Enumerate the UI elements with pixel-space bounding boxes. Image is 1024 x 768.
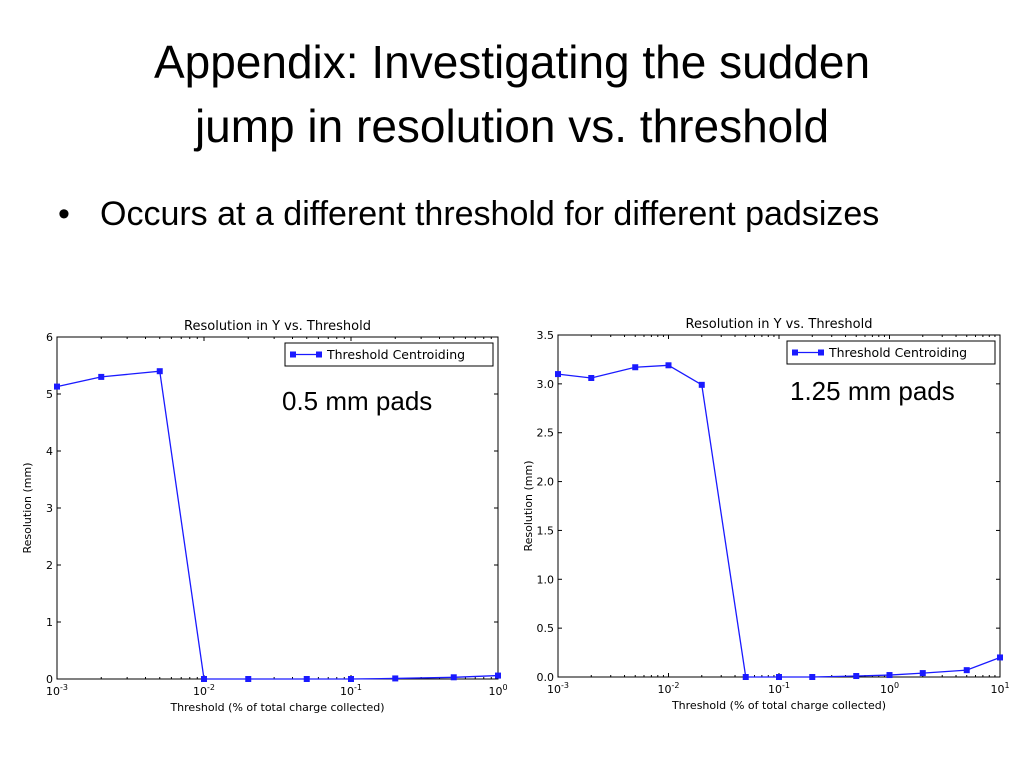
data-point <box>392 675 399 682</box>
y-tick-label: 1.0 <box>537 573 555 586</box>
x-axis-label: Threshold (% of total charge collected) <box>169 701 384 714</box>
data-point <box>588 374 595 381</box>
data-point <box>742 674 749 680</box>
data-point <box>698 381 705 388</box>
data-point <box>54 383 60 390</box>
data-point <box>665 362 672 369</box>
y-tick-label: 2.0 <box>537 476 555 489</box>
data-point <box>450 674 457 681</box>
legend-label: Threshold Centroiding <box>326 347 465 362</box>
y-tick-label: 5 <box>46 388 53 401</box>
chart-left: Resolution in Y vs. Threshold 0 1 2 3 4 5 6 10-3… <box>21 319 508 714</box>
chart-right: Resolution in Y vs. Threshold 0.0 0.5 1.0 1.… <box>522 317 1010 712</box>
x-tick-label: 10-3 <box>46 683 68 698</box>
y-axis-label: Resolution (mm) <box>522 461 535 552</box>
chart-title: Resolution in Y vs. Threshold <box>686 317 873 332</box>
legend-box <box>786 340 996 365</box>
data-point <box>809 674 816 680</box>
slide-title: Appendix: Investigating the sudden jump … <box>0 30 1024 158</box>
data-point <box>776 674 782 680</box>
annotation-right: 1.25 mm pads <box>790 376 955 406</box>
y-tick-label: 2.5 <box>537 427 555 440</box>
x-axis-label: Threshold (% of total charge collected) <box>671 699 886 712</box>
bullet-text: Occurs at a different threshold for diff… <box>100 195 880 233</box>
legend-marker <box>818 349 824 356</box>
data-point <box>963 667 970 674</box>
legend-marker <box>290 351 296 358</box>
data-point <box>98 373 105 380</box>
y-tick-label: 3.0 <box>537 378 555 391</box>
x-tick-label: 10-1 <box>340 683 362 698</box>
slide-title-line-1: Appendix: Investigating the sudden <box>153 36 871 88</box>
series-line <box>56 370 499 680</box>
y-tick-label: 1 <box>46 616 53 629</box>
slide-title-line-2: jump in resolution vs. threshold <box>194 100 830 152</box>
data-point <box>997 654 1003 661</box>
y-tick-label: 0 <box>46 673 53 686</box>
x-tick-label: 10-2 <box>658 681 680 696</box>
y-tick-label: 3 <box>46 502 53 515</box>
legend-label: Threshold Centroiding <box>828 345 967 360</box>
x-tick-label: 10-1 <box>768 681 790 696</box>
y-tick-label: 6 <box>46 331 53 344</box>
data-point <box>303 676 310 682</box>
data-point <box>245 676 252 682</box>
x-tick-label: 10-2 <box>193 683 215 698</box>
y-tick-label: 2 <box>46 559 53 572</box>
y-axis-label: Resolution (mm) <box>21 463 34 554</box>
legend-marker <box>316 351 322 358</box>
y-tick-label: 1.5 <box>537 524 555 537</box>
data-point <box>853 673 860 680</box>
x-tick-label: 100 <box>488 683 507 698</box>
data-point <box>348 676 354 682</box>
x-tick-label: 101 <box>990 681 1009 696</box>
data-point <box>156 368 163 375</box>
data-point <box>555 371 561 378</box>
series-line <box>557 364 1001 678</box>
x-tick-label: 10-3 <box>547 681 569 696</box>
y-tick-label: 0.5 <box>537 622 555 635</box>
x-tick-label: 100 <box>880 681 899 696</box>
y-tick-label: 0.0 <box>537 671 555 684</box>
y-tick-label: 4 <box>46 445 53 458</box>
legend-box <box>284 342 494 367</box>
y-tick-label: 3.5 <box>537 329 555 342</box>
data-point <box>919 670 926 677</box>
data-point <box>201 676 207 682</box>
data-point <box>632 364 639 371</box>
data-point <box>495 672 501 679</box>
annotation-left: 0.5 mm pads <box>282 386 433 416</box>
data-point <box>886 672 893 679</box>
chart-title: Resolution in Y vs. Threshold <box>184 319 371 334</box>
bullet-dot-icon: • <box>58 195 70 233</box>
legend-marker <box>792 349 798 356</box>
